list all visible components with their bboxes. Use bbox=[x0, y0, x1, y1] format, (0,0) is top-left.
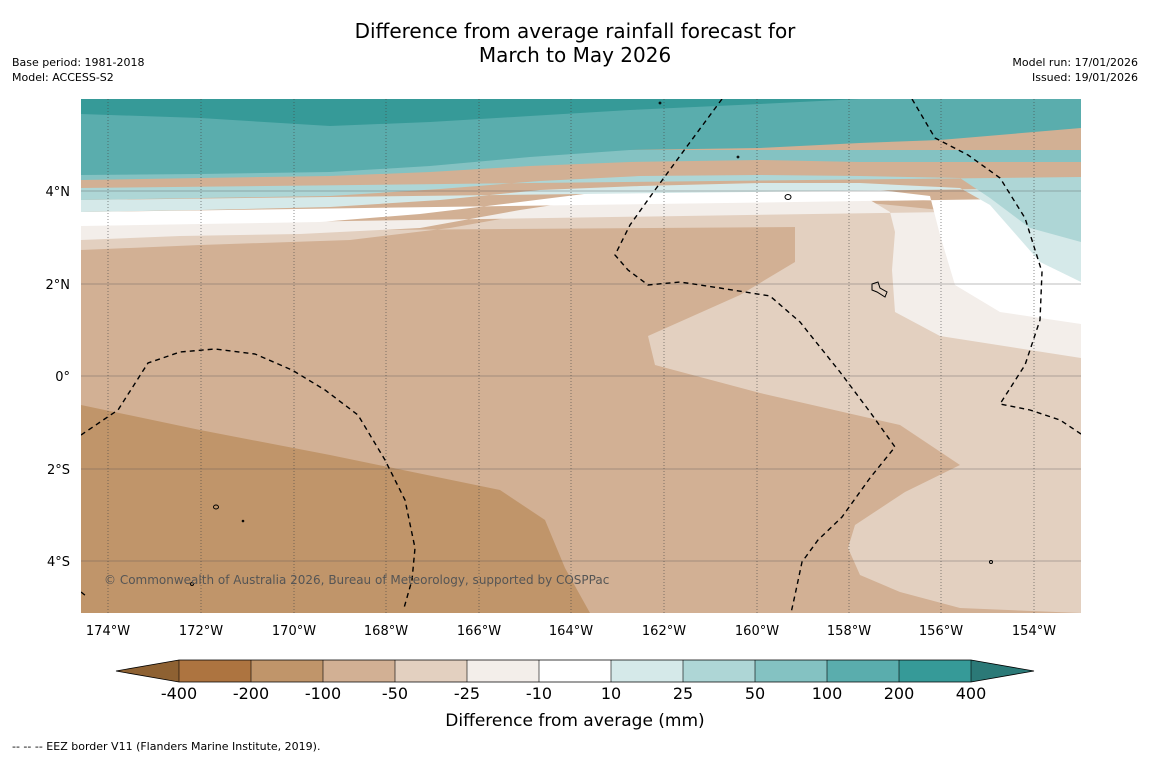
rainfall-map: © Commonwealth of Australia 2026, Bureau… bbox=[81, 99, 1081, 613]
colorbar-swatch bbox=[179, 660, 251, 682]
colorbar-swatch bbox=[395, 660, 467, 682]
islet-north bbox=[736, 155, 740, 159]
islet-southeast bbox=[989, 560, 993, 564]
colorbar-tick: 10 bbox=[601, 684, 621, 703]
latitude-gridlines bbox=[81, 190, 1081, 562]
colorbar-tick: -100 bbox=[305, 684, 341, 703]
lon-label: 158°W bbox=[827, 624, 871, 639]
wet-band-50 bbox=[81, 175, 1081, 242]
title-line-1: Difference from average rainfall forecas… bbox=[354, 19, 796, 43]
wet-band-400 bbox=[81, 99, 860, 126]
colorbar-label: Difference from average (mm) bbox=[445, 711, 704, 731]
islet-southwest bbox=[190, 582, 194, 586]
colorbar-tick: -50 bbox=[382, 684, 408, 703]
lon-label: 170°W bbox=[272, 624, 316, 639]
lon-label: 160°W bbox=[735, 624, 779, 639]
islands bbox=[190, 101, 993, 586]
island-kiritimati bbox=[871, 281, 888, 298]
wet-band-25 bbox=[81, 183, 1081, 282]
lat-label: 2°S bbox=[47, 463, 70, 478]
colorbar-swatch bbox=[683, 660, 755, 682]
islet-west bbox=[241, 519, 245, 523]
colorbar-swatch bbox=[611, 660, 683, 682]
eez-border-east bbox=[911, 99, 1081, 435]
longitude-labels: 174°W 172°W 170°W 168°W 166°W 164°W 162°… bbox=[86, 624, 1056, 639]
colorbar-swatch bbox=[539, 660, 611, 682]
lon-label: 172°W bbox=[179, 624, 223, 639]
colorbar-swatch bbox=[755, 660, 827, 682]
colorbar-swatch bbox=[323, 660, 395, 682]
colorbar-extend-high bbox=[971, 660, 1034, 682]
colorbar-tick: -400 bbox=[161, 684, 197, 703]
colorbar bbox=[115, 659, 1035, 683]
colorbar-dividers bbox=[178, 660, 972, 682]
model-info: Base period: 1981-2018 Model: ACCESS-S2 bbox=[12, 55, 144, 85]
island-north bbox=[784, 194, 792, 200]
colorbar-swatch bbox=[251, 660, 323, 682]
lon-label: 166°W bbox=[457, 624, 501, 639]
lon-label: 154°W bbox=[1012, 624, 1056, 639]
colorbar-tick: 400 bbox=[956, 684, 987, 703]
issued-date: Issued: 19/01/2026 bbox=[1031, 71, 1138, 84]
lat-label: 4°N bbox=[46, 185, 71, 200]
colorbar-swatch bbox=[899, 660, 971, 682]
copyright-note: © Commonwealth of Australia 2026, Bureau… bbox=[104, 573, 609, 587]
colorbar-tick: -25 bbox=[454, 684, 480, 703]
colorbar-tick: 200 bbox=[884, 684, 915, 703]
title-line-2: March to May 2026 bbox=[478, 43, 672, 67]
lon-label: 162°W bbox=[642, 624, 686, 639]
base-period: Base period: 1981-2018 bbox=[12, 56, 145, 69]
island-west bbox=[213, 504, 219, 510]
lon-label: 164°W bbox=[549, 624, 593, 639]
lon-label: 168°W bbox=[364, 624, 408, 639]
colorbar-tick: 50 bbox=[745, 684, 765, 703]
lat-label: 4°S bbox=[47, 555, 70, 570]
colorbar-tick: 100 bbox=[812, 684, 843, 703]
model-run-date: Model run: 17/01/2026 bbox=[1012, 56, 1138, 69]
islet-north-central bbox=[658, 101, 662, 105]
lon-label: 156°W bbox=[919, 624, 963, 639]
colorbar-tick: -10 bbox=[526, 684, 552, 703]
colorbar-swatch bbox=[827, 660, 899, 682]
eez-border-sw bbox=[81, 591, 87, 597]
run-info: Model run: 17/01/2026 Issued: 19/01/2026 bbox=[1012, 55, 1138, 85]
colorbar-swatch bbox=[467, 660, 539, 682]
eez-border-central bbox=[614, 99, 896, 613]
latitude-labels: 4°N 2°N 0° 2°S 4°S bbox=[46, 185, 71, 570]
lat-label: 0° bbox=[55, 370, 70, 385]
eez-border-west bbox=[81, 348, 416, 609]
colorbar-extend-low bbox=[116, 660, 179, 682]
colorbar-tick: 25 bbox=[673, 684, 693, 703]
colorbar-ticks: -400 -200 -100 -50 -25 -10 10 25 50 100 … bbox=[161, 684, 986, 703]
eez-footnote: -- -- -- EEZ border V11 (Flanders Marine… bbox=[12, 740, 321, 753]
lat-label: 2°N bbox=[46, 278, 71, 293]
white-band bbox=[81, 188, 1081, 324]
lon-label: 174°W bbox=[86, 624, 130, 639]
map-title: Difference from average rainfall forecas… bbox=[0, 19, 1150, 67]
model-name: Model: ACCESS-S2 bbox=[12, 71, 114, 84]
colorbar-tick: -200 bbox=[233, 684, 269, 703]
